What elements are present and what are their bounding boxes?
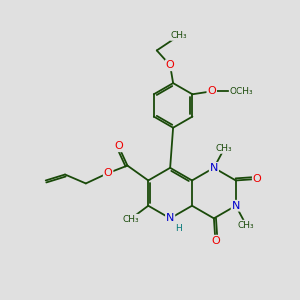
Text: O: O — [166, 60, 175, 70]
Text: CH₃: CH₃ — [216, 144, 232, 153]
Text: O: O — [207, 86, 216, 96]
Text: CH₃: CH₃ — [238, 220, 254, 230]
Text: N: N — [166, 213, 174, 224]
Text: O: O — [253, 174, 262, 184]
Text: OCH₃: OCH₃ — [230, 87, 253, 96]
Text: H: H — [176, 224, 182, 233]
Text: O: O — [211, 236, 220, 246]
Text: O: O — [104, 168, 112, 178]
Text: CH₃: CH₃ — [122, 214, 139, 224]
Text: N: N — [232, 201, 240, 211]
Text: O: O — [114, 141, 123, 151]
Text: N: N — [210, 163, 218, 173]
Text: CH₃: CH₃ — [171, 31, 188, 40]
